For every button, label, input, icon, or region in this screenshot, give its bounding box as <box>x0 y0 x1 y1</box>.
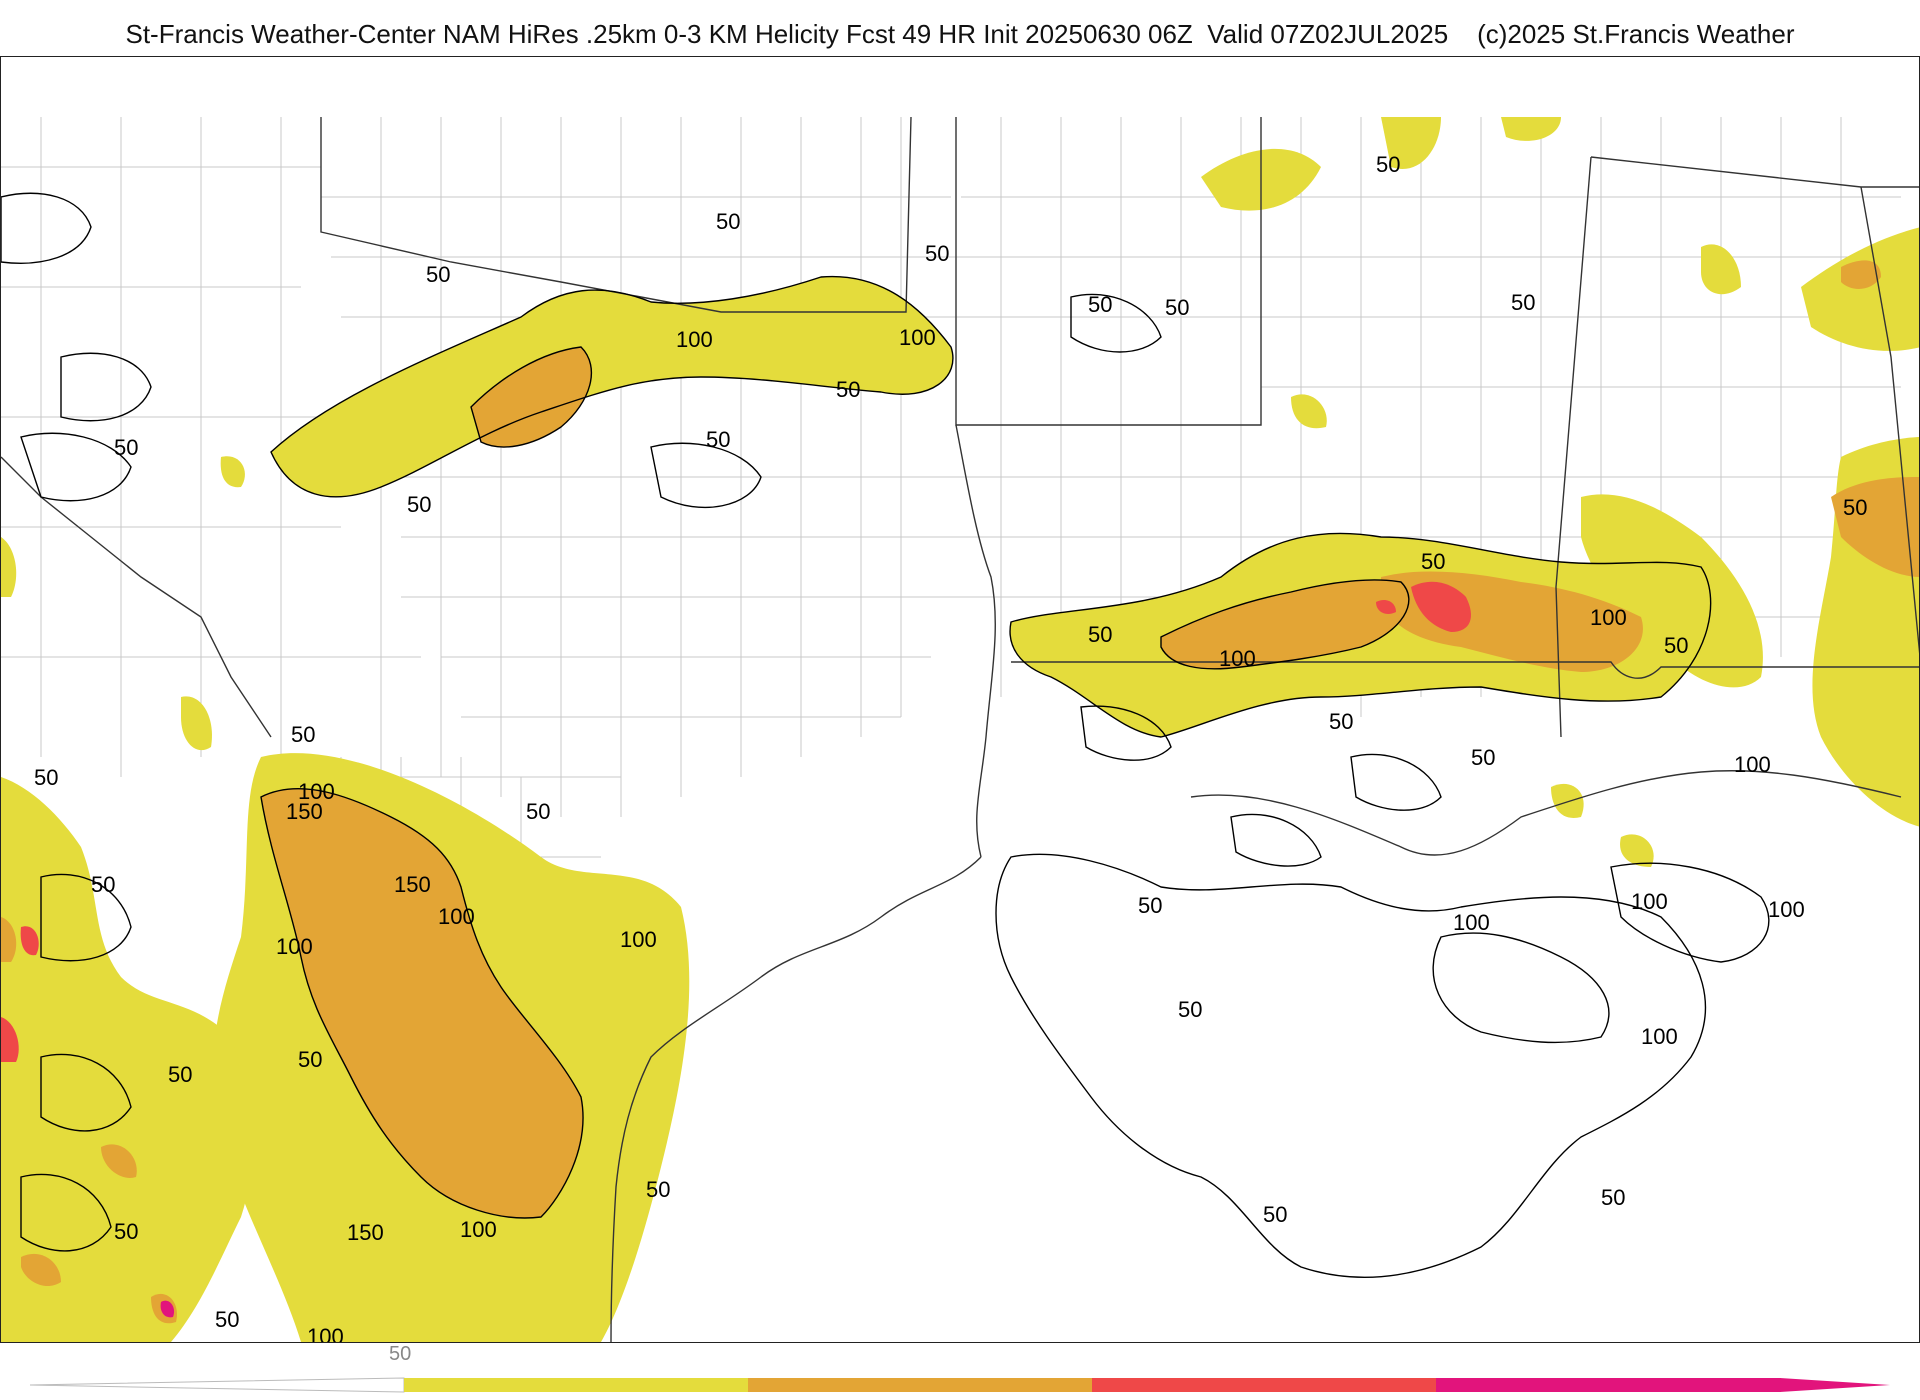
contour-label: 50 <box>1421 549 1445 574</box>
contour-label: 50 <box>291 722 315 747</box>
colorbar-band <box>1092 1378 1437 1392</box>
contour-label: 100 <box>1590 605 1627 630</box>
contour-label: 50 <box>1263 1202 1287 1227</box>
contour-label: 50 <box>1178 997 1202 1022</box>
contour-label: 100 <box>460 1217 497 1242</box>
contour-label: 100 <box>1734 752 1771 777</box>
contour-label: 100 <box>298 779 335 804</box>
contour-label: 100 <box>1219 646 1256 671</box>
contour-label: 50 <box>1601 1185 1625 1210</box>
colorbar <box>30 1377 1890 1393</box>
contour-label: 100 <box>307 1324 344 1343</box>
contour-label: 50 <box>1329 709 1353 734</box>
contour-label: 50 <box>1165 295 1189 320</box>
contour-label: 50 <box>925 241 949 266</box>
contour-label: 50 <box>114 1219 138 1244</box>
contour-label: 50 <box>526 799 550 824</box>
contour-label: 100 <box>1453 910 1490 935</box>
state-borders <box>1 116 1919 1342</box>
colorbar-right-triangle <box>1780 1378 1890 1392</box>
contour-label: 100 <box>438 904 475 929</box>
contour-label: 50 <box>407 492 431 517</box>
contour-label: 50 <box>1088 622 1112 647</box>
contour-label: 100 <box>1641 1024 1678 1049</box>
contour-label: 50 <box>646 1177 670 1202</box>
helicity-contours <box>1 192 1770 1279</box>
colorbar-band <box>1436 1378 1781 1392</box>
contour-label: 50 <box>426 262 450 287</box>
colorbar-band <box>748 1378 1093 1392</box>
contour-label: 50 <box>34 765 58 790</box>
contour-label: 50 <box>706 427 730 452</box>
helicity-shading <box>1 117 1919 1342</box>
contour-label: 100 <box>620 927 657 952</box>
colorbar-tick-label: 50 <box>389 1343 412 1365</box>
contour-label: 50 <box>1376 152 1400 177</box>
contour-label: 100 <box>1631 889 1668 914</box>
contour-label: 150 <box>394 872 431 897</box>
contour-label: 100 <box>1768 897 1805 922</box>
contour-label: 50 <box>215 1307 239 1332</box>
contour-label: 100 <box>276 934 313 959</box>
map-title: St-Francis Weather-Center NAM HiRes .25k… <box>125 19 1795 49</box>
contour-label: 50 <box>1088 292 1112 317</box>
helicity-map: 50 50 100 100 50 50 50 50 50 50 50 50 50… <box>0 56 1920 1343</box>
contour-label: 50 <box>114 435 138 460</box>
contour-label: 50 <box>298 1047 322 1072</box>
colorbar-left-triangle <box>30 1377 405 1393</box>
contour-label: 50 <box>168 1062 192 1087</box>
contour-label: 150 <box>286 799 323 824</box>
contour-label: 100 <box>676 327 713 352</box>
contour-label: 50 <box>1843 495 1867 520</box>
contour-labels: 50 50 100 100 50 50 50 50 50 50 50 50 50… <box>34 152 1867 1343</box>
contour-label: 100 <box>899 325 936 350</box>
contour-label: 50 <box>91 872 115 897</box>
contour-label: 50 <box>1664 633 1688 658</box>
contour-label: 50 <box>716 209 740 234</box>
colorbar-bands <box>404 1378 1781 1392</box>
contour-label: 50 <box>1471 745 1495 770</box>
colorbar-band <box>404 1378 749 1392</box>
contour-label: 50 <box>1511 290 1535 315</box>
contour-label: 50 <box>836 377 860 402</box>
contour-label: 150 <box>347 1220 384 1245</box>
contour-label: 50 <box>1138 893 1162 918</box>
